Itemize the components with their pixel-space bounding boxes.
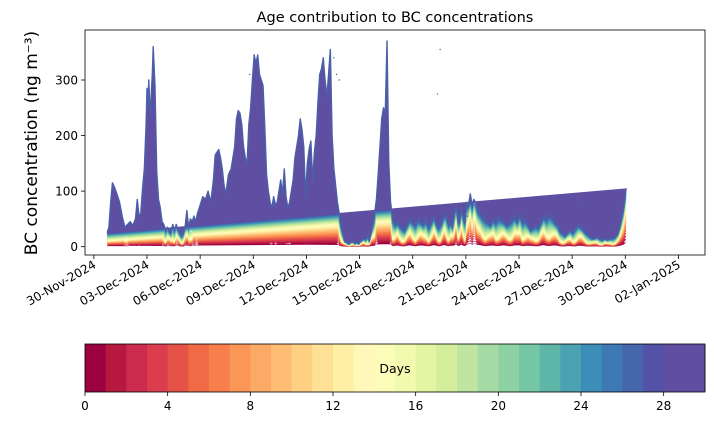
age-layers: [106, 41, 627, 247]
colorbar-tick-label: 8: [247, 399, 255, 413]
total-series-point: [259, 76, 262, 78]
colorbar-cell: [457, 344, 479, 392]
total-series-point: [253, 54, 255, 56]
total-series-point: [580, 204, 582, 206]
y-tick-label: 0: [70, 240, 78, 254]
total-series-point: [256, 62, 258, 65]
colorbar-cell: [105, 344, 127, 392]
chart-title: Age contribution to BC concentrations: [257, 10, 534, 26]
total-series-point: [148, 84, 150, 87]
total-series-point: [486, 220, 488, 223]
x-axis: 30-Nov-202403-Dec-202406-Dec-202409-Dec-…: [24, 255, 683, 308]
colorbar-cell: [477, 344, 499, 392]
colorbar-cell: [519, 344, 541, 392]
total-series-point: [249, 73, 251, 76]
colorbar-cell: [663, 344, 685, 392]
colorbar-tick-label: 16: [408, 399, 423, 413]
colorbar-cell: [601, 344, 623, 392]
y-tick-label: 100: [55, 185, 78, 199]
total-series-point: [436, 93, 439, 95]
colorbar-cell: [209, 344, 231, 392]
colorbar-tick-label: 28: [656, 399, 671, 413]
total-series-point: [338, 79, 340, 81]
colorbar-ticks: 0 4 8 12 16 20 24 28: [81, 392, 671, 413]
colorbar-cell: [333, 344, 355, 392]
colorbar-cell: [271, 344, 293, 392]
colorbar-cell: [353, 344, 375, 392]
total-series-point: [150, 104, 153, 106]
colorbar-cell: [167, 344, 189, 392]
colorbar-cells: [85, 344, 706, 392]
colorbar-cell: [312, 344, 334, 392]
total-series-point: [536, 218, 539, 220]
total-series-point: [466, 215, 469, 217]
y-tick-label: 200: [55, 129, 78, 143]
colorbar-cell: [229, 344, 251, 392]
total-series-point: [612, 226, 614, 228]
colorbar-cell: [395, 344, 417, 392]
colorbar-cell: [539, 344, 561, 392]
colorbar-cell: [581, 344, 603, 392]
colorbar-tick-label: 24: [573, 399, 588, 413]
colorbar-tick-label: 12: [325, 399, 340, 413]
colorbar-cell: [147, 344, 169, 392]
total-lines: [106, 40, 627, 245]
total-series-point: [439, 48, 441, 51]
plot-frame: [84, 29, 706, 256]
colorbar-cell: [374, 344, 396, 392]
total-series-point: [335, 73, 338, 76]
colorbar-cell: [643, 344, 665, 392]
colorbar-cell: [498, 344, 520, 392]
colorbar-tick-label: 20: [491, 399, 506, 413]
colorbar-frame: [84, 343, 706, 393]
colorbar-label: Days: [379, 361, 410, 376]
total-series-point: [333, 57, 335, 59]
colorbar: Days 0 4 8 12 16 20 24 28: [81, 343, 706, 413]
colorbar-cell: [622, 344, 644, 392]
colorbar-cell: [684, 344, 706, 392]
colorbar-cell: [560, 344, 582, 392]
total-series-line: [106, 40, 627, 245]
colorbar-cell: [415, 344, 437, 392]
colorbar-cell: [85, 344, 107, 392]
y-tick-label: 300: [55, 74, 78, 88]
colorbar-cell: [188, 344, 210, 392]
plot-area: [84, 29, 706, 256]
colorbar-cell: [291, 344, 313, 392]
colorbar-cell: [126, 344, 148, 392]
colorbar-cell: [250, 344, 272, 392]
colorbar-cell: [436, 344, 458, 392]
y-axis-label: BC concentration (ng m⁻³): [22, 31, 42, 255]
y-axis: 0 100 200 300: [55, 74, 85, 254]
colorbar-tick-label: 0: [81, 399, 89, 413]
colorbar-tick-label: 4: [164, 399, 172, 413]
